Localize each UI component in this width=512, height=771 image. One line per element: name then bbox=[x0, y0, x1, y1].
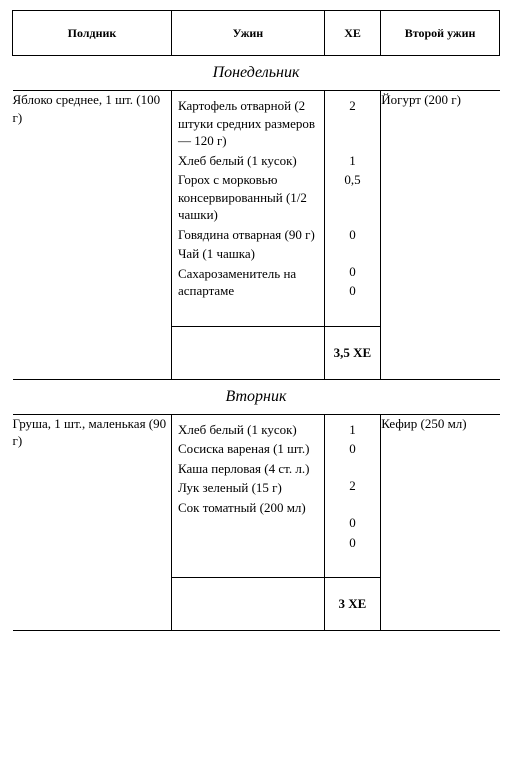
xe-value: 1 bbox=[327, 421, 379, 439]
xe-value: 0 bbox=[327, 534, 379, 569]
dinner-xe-values: 10200 bbox=[324, 415, 380, 578]
header-row: Полдник Ужин ХЕ Второй ужин bbox=[13, 11, 500, 56]
food-item: Чай (1 чашка) bbox=[178, 245, 320, 263]
day-heading-row: Вторник bbox=[13, 379, 500, 414]
food-item: Говядина отварная (90 г) bbox=[178, 226, 320, 244]
total-xe: 3 ХЕ bbox=[324, 577, 380, 630]
snack-cell: Груша, 1 шт., маленькая (90 г) bbox=[13, 414, 172, 630]
dinner-block: Хлеб белый (1 кусок)Сосиска вареная (1 ш… bbox=[171, 414, 380, 630]
food-item: Горох с морковью консервированный (1/2 ч… bbox=[178, 171, 320, 224]
meal-plan-sheet: Полдник Ужин ХЕ Второй ужин ПонедельникЯ… bbox=[0, 0, 512, 651]
day-body-row: Груша, 1 шт., маленькая (90 г)Хлеб белый… bbox=[13, 414, 500, 630]
xe-value: 0,5 bbox=[327, 171, 379, 224]
day-body-row: Яблоко среднее, 1 шт. (100 г)Картофель о… bbox=[13, 91, 500, 380]
xe-value: 0 bbox=[327, 514, 379, 532]
xe-value: 2 bbox=[327, 97, 379, 150]
snack-cell: Яблоко среднее, 1 шт. (100 г) bbox=[13, 91, 172, 380]
food-item: Сосиска вареная (1 шт.) bbox=[178, 440, 320, 458]
food-item: Каша перловая (4 ст. л.) bbox=[178, 460, 320, 478]
xe-value: 0 bbox=[327, 263, 379, 281]
food-item: Сок томатный (200 мл) bbox=[178, 499, 320, 517]
header-late: Второй ужин bbox=[381, 11, 500, 56]
dinner-foods: Хлеб белый (1 кусок)Сосиска вареная (1 ш… bbox=[172, 415, 324, 578]
day-heading: Вторник bbox=[13, 379, 500, 414]
total-xe: 3,5 ХЕ bbox=[324, 326, 380, 379]
xe-value: 2 bbox=[327, 477, 379, 512]
food-item: Лук зеленый (15 г) bbox=[178, 479, 320, 497]
xe-value: 0 bbox=[327, 440, 379, 475]
xe-value: 0 bbox=[327, 226, 379, 261]
food-item: Сахарозаменитель на аспартаме bbox=[178, 265, 320, 300]
header-snack: Полдник bbox=[13, 11, 172, 56]
food-item: Картофель отварной (2 штуки средних разм… bbox=[178, 97, 320, 150]
day-heading-row: Понедельник bbox=[13, 56, 500, 91]
total-spacer bbox=[172, 577, 324, 630]
header-xe: ХЕ bbox=[324, 11, 380, 56]
late-snack-cell: Кефир (250 мл) bbox=[381, 414, 500, 630]
dinner-foods: Картофель отварной (2 штуки средних разм… bbox=[172, 91, 324, 326]
xe-value: 0 bbox=[327, 282, 379, 317]
dinner-xe-values: 210,5000 bbox=[324, 91, 380, 326]
late-snack-cell: Йогурт (200 г) bbox=[381, 91, 500, 380]
dinner-block: Картофель отварной (2 штуки средних разм… bbox=[171, 91, 380, 380]
total-spacer bbox=[172, 326, 324, 379]
day-heading: Понедельник bbox=[13, 56, 500, 91]
food-item: Хлеб белый (1 кусок) bbox=[178, 152, 320, 170]
food-item: Хлеб белый (1 кусок) bbox=[178, 421, 320, 439]
header-dinner: Ужин bbox=[171, 11, 324, 56]
meal-table: Полдник Ужин ХЕ Второй ужин ПонедельникЯ… bbox=[12, 10, 500, 631]
xe-value: 1 bbox=[327, 152, 379, 170]
